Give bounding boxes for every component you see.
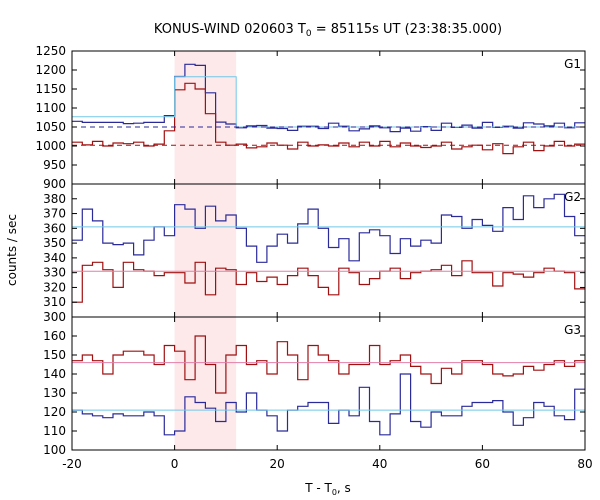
y-tick-label: 310 [43,295,66,309]
y-tick-label: 330 [43,266,66,280]
y-tick-label: 340 [43,251,66,265]
x-tick-label: 20 [270,457,285,471]
y-tick-label: 900 [43,177,66,191]
y-tick-label: 100 [43,443,66,457]
y-tick-label: 1000 [35,139,66,153]
y-tick-label: 150 [43,348,66,362]
y-tick-label: 350 [43,236,66,250]
x-axis-label-sub: 0 [332,488,337,497]
chart-title-suffix: = 85115s UT (23:38:35.000) [312,22,502,37]
panel-g1: 900 950 1000 1050 1100 1150 1200 1250 G1 [35,44,586,191]
x-tick-label: 0 [171,457,179,471]
x-tick-label: 60 [475,457,490,471]
burst-interval-band [174,184,237,317]
x-axis-label: T - T0, s [304,481,351,497]
chart-title-sub: 0 [306,29,312,39]
series-cyan-step-2 [72,76,585,128]
panel-frame [71,183,586,318]
panel-label: G2 [564,190,581,204]
panel-frame [71,316,586,451]
x-tick-label: -20 [62,457,82,471]
y-tick-label: 360 [43,221,66,235]
y-tick-label: 110 [43,424,66,438]
chart-title-prefix: KONUS-WIND 020603 T [154,22,306,37]
panel-frame [71,50,586,185]
y-tick-label: 1150 [35,82,66,96]
series-red-step-1 [72,260,585,303]
y-axis-label: counts / sec [5,214,19,286]
y-tick-label: 300 [43,310,66,324]
x-axis-label-prefix: T - T [304,481,332,495]
panel-label: G3 [564,323,581,337]
series-red-step-1 [72,82,585,155]
panel-label: G1 [564,57,581,71]
x-tick-label: 40 [372,457,387,471]
y-tick-label: 120 [43,405,66,419]
y-tick-label: 380 [43,192,66,206]
chart-title: KONUS-WIND 020603 T0 = 85115s UT (23:38:… [154,22,502,39]
y-tick-label: 160 [43,329,66,343]
y-tick-label: 1200 [35,63,66,77]
y-tick-label: 370 [43,207,66,221]
y-tick-label: 140 [43,367,66,381]
x-axis-label-suffix: , s [337,481,351,495]
plot-area: 900950100010501100115012001250G130031032… [35,44,592,471]
series-red-step-1 [72,335,585,394]
y-tick-label: 950 [43,158,66,172]
x-tick-label: 80 [577,457,592,471]
y-tick-label: 1100 [35,101,66,115]
series-blue-step-0 [72,193,585,263]
y-tick-label: 1250 [35,44,66,58]
y-tick-label: 1050 [35,120,66,134]
series-blue-step-0 [72,63,585,133]
panel-g3: 100 110 120 130 140 150 160 G3 [43,316,586,457]
y-tick-label: 320 [43,280,66,294]
series-blue-step-0 [72,373,585,436]
y-tick-label: 130 [43,386,66,400]
